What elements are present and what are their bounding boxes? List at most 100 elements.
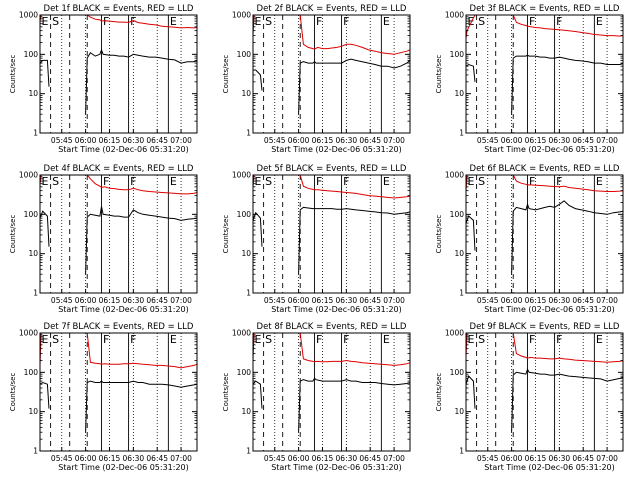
series-line-events — [252, 206, 411, 275]
segment-marker-label: E — [42, 175, 49, 188]
y-tick-label: 100 — [450, 368, 465, 377]
y-tick-label: 10 — [241, 89, 251, 98]
x-tick-label: 05:45 — [51, 454, 73, 463]
y-tick-label: 1000 — [232, 11, 251, 20]
plot-frame — [252, 174, 411, 294]
plot-frame — [465, 14, 624, 134]
y-tick-label: 10 — [28, 89, 38, 98]
y-tick-label: 1000 — [445, 329, 464, 338]
segment-marker-label: E — [383, 15, 390, 28]
segment-marker-label: F — [343, 175, 349, 188]
segment-marker-label: E — [596, 333, 603, 346]
x-tick-label: 06:45 — [146, 296, 168, 305]
segment-marker-label: E — [255, 333, 262, 346]
x-tick-label: 07:00 — [383, 136, 405, 145]
y-tick-label: 10 — [454, 89, 464, 98]
segment-marker-label: E — [42, 15, 49, 28]
segment-marker-label: E — [383, 333, 390, 346]
x-tick-label: 06:45 — [146, 454, 168, 463]
series-line-events — [253, 58, 411, 115]
segment-marker-label: E — [255, 175, 262, 188]
y-tick-label: 10 — [241, 407, 251, 416]
series-line-events — [465, 367, 624, 433]
series-line-events — [465, 54, 624, 115]
segment-marker-label: S — [265, 175, 272, 188]
y-tick-label: 1 — [246, 289, 251, 298]
x-tick-label: 06:15 — [525, 296, 547, 305]
segment-marker-label: F — [316, 175, 322, 188]
x-tick-label: 06:00 — [75, 296, 97, 305]
series-line-events — [252, 377, 411, 433]
x-tick-label: 06:30 — [549, 136, 571, 145]
x-axis-label: Start Time (02-Dec-06 05:31:20) — [271, 305, 402, 314]
plot-frame — [252, 332, 411, 452]
x-axis-label: Start Time (02-Dec-06 05:31:20) — [58, 305, 189, 314]
panel-title: Det 8f BLACK = Events, RED = LLD — [257, 322, 407, 332]
x-tick-label: 05:45 — [51, 296, 73, 305]
x-axis-label: Start Time (02-Dec-06 05:31:20) — [271, 145, 402, 154]
series-line-events — [39, 206, 198, 275]
segment-marker-label: E — [170, 15, 177, 28]
panel-title: Det 5f BLACK = Events, RED = LLD — [257, 164, 407, 174]
x-tick-label: 07:00 — [383, 296, 405, 305]
x-axis-label: Start Time (02-Dec-06 05:31:20) — [484, 305, 615, 314]
segment-marker-label: F — [130, 15, 136, 28]
segment-marker-label: F — [556, 15, 562, 28]
panel-title: Det 9f BLACK = Events, RED = LLD — [470, 322, 620, 332]
y-tick-label: 1000 — [445, 171, 464, 180]
x-tick-label: 06:00 — [288, 454, 310, 463]
series-line-events — [39, 380, 198, 433]
segment-marker-label: F — [130, 175, 136, 188]
segment-marker-label: E — [596, 15, 603, 28]
segment-marker-label: F — [103, 333, 109, 346]
x-tick-label: 06:00 — [288, 296, 310, 305]
segment-marker-label: F — [529, 333, 535, 346]
y-tick-label: 1000 — [232, 171, 251, 180]
segment-marker-label: F — [556, 175, 562, 188]
x-axis-label: Start Time (02-Dec-06 05:31:20) — [484, 463, 615, 472]
segment-marker-label: F — [316, 15, 322, 28]
x-tick-label: 06:45 — [146, 136, 168, 145]
y-axis-label: Counts/sec — [222, 55, 230, 94]
x-tick-label: 06:45 — [572, 136, 594, 145]
segment-marker-label: E — [596, 175, 603, 188]
plot-frame — [39, 174, 198, 294]
y-tick-label: 1000 — [445, 11, 464, 20]
x-tick-label: 06:00 — [501, 296, 523, 305]
x-tick-label: 06:15 — [312, 296, 334, 305]
x-tick-label: 06:00 — [501, 136, 523, 145]
segment-marker-label: F — [556, 333, 562, 346]
y-tick-label: 1 — [246, 129, 251, 138]
x-tick-label: 06:00 — [75, 454, 97, 463]
plot-frame — [39, 14, 198, 134]
y-axis-label: Counts/sec — [435, 55, 443, 94]
segment-marker-label: F — [343, 333, 349, 346]
x-tick-label: 06:15 — [525, 454, 547, 463]
y-tick-label: 100 — [450, 210, 465, 219]
y-axis-label: Counts/sec — [9, 55, 17, 94]
x-tick-label: 06:15 — [99, 296, 121, 305]
y-tick-label: 1 — [459, 289, 464, 298]
x-tick-label: 07:00 — [170, 454, 192, 463]
segment-marker-label: E — [170, 333, 177, 346]
y-tick-label: 100 — [24, 368, 39, 377]
segment-marker-label: S — [265, 333, 272, 346]
segment-marker-label: S — [478, 333, 485, 346]
x-tick-label: 05:45 — [477, 454, 499, 463]
y-tick-label: 10 — [28, 407, 38, 416]
y-tick-label: 10 — [241, 249, 251, 258]
x-tick-label: 07:00 — [596, 454, 618, 463]
y-tick-label: 1 — [459, 447, 464, 456]
y-axis-label: Counts/sec — [222, 373, 230, 412]
segment-marker-label: S — [52, 15, 59, 28]
x-tick-label: 06:30 — [336, 454, 358, 463]
segment-marker-label: S — [478, 15, 485, 28]
y-axis-label: Counts/sec — [435, 215, 443, 254]
x-tick-label: 06:15 — [525, 136, 547, 145]
y-tick-label: 100 — [24, 210, 39, 219]
x-tick-label: 06:00 — [75, 136, 97, 145]
x-tick-label: 06:15 — [99, 454, 121, 463]
